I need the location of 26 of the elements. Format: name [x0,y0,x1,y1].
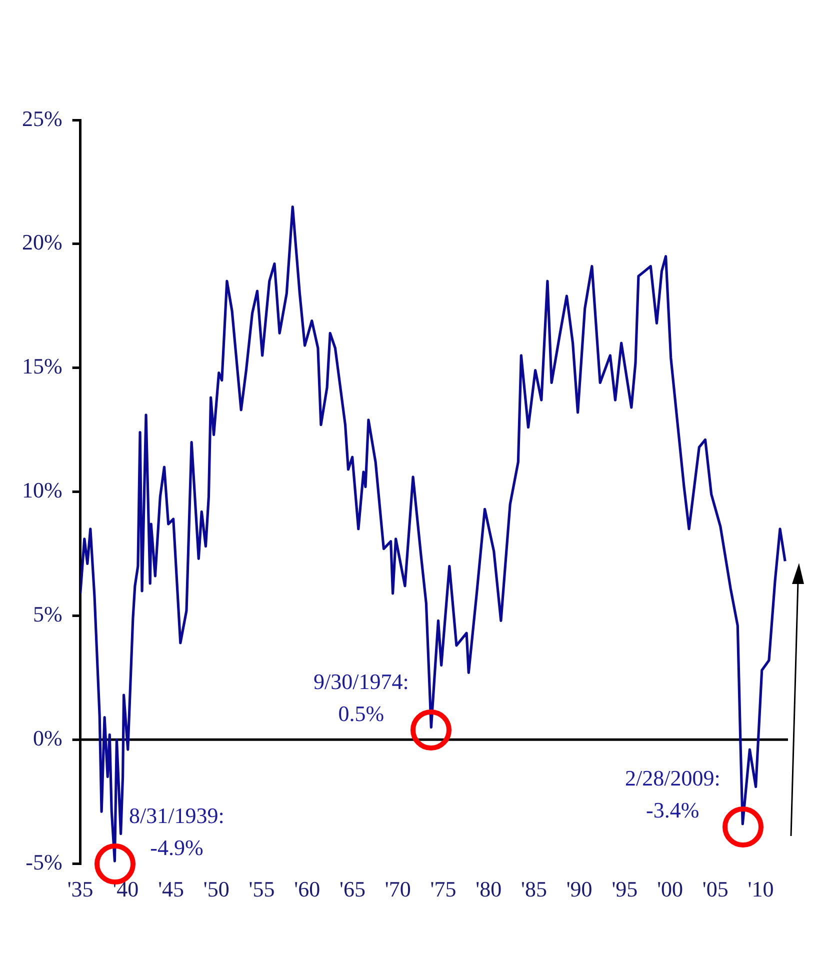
annotation: 9/30/1974: 0.5% [313,669,409,726]
x-tick-label: '75 [430,876,456,902]
x-tick-label: '60 [294,876,320,902]
y-tick-label: 25% [22,106,62,131]
x-tick-label: '40 [112,876,139,902]
x-tick-label: '70 [384,876,411,902]
x-tick-label: '50 [203,876,230,902]
x-tick-label: '35 [67,876,94,902]
annotation: 8/31/1939: -4.9% [129,802,224,860]
x-tick-label: '55 [248,876,275,902]
x-tick-label: '05 [702,876,728,902]
x-tick-label: '95 [612,876,638,902]
x-tick-label: '85 [520,876,547,902]
x-tick-label: '65 [340,876,366,902]
x-tick-label: '45 [158,876,184,902]
annotation: 2/28/2009: -3.4% [624,766,720,823]
x-tick-label: '10 [748,876,774,902]
y-tick-label: 15% [22,354,62,379]
x-tick-label: '80 [476,876,502,902]
y-tick-label: 10% [22,478,62,503]
x-tick-label: '90 [566,876,592,902]
y-tick-label: 20% [22,230,62,255]
y-tick-label: 0% [33,725,62,750]
y-tick-label: 5% [33,602,62,627]
x-tick-label: '00 [657,876,684,902]
y-tick-label: -5% [26,849,62,874]
